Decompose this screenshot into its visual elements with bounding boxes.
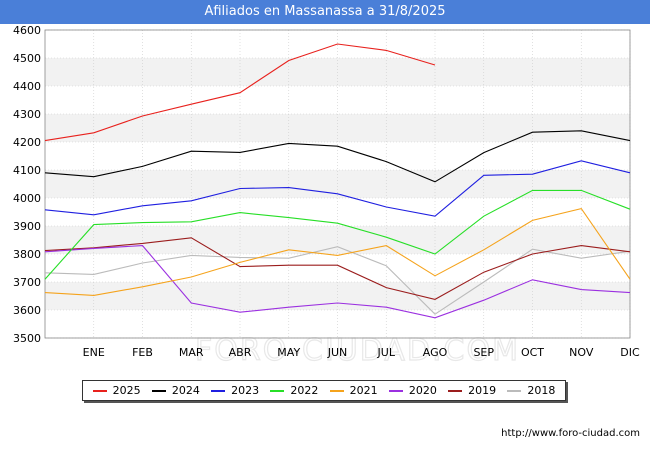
legend-label: 2020 <box>408 384 437 397</box>
x-tick-label: ABR <box>229 346 252 359</box>
y-tick-label: 4500 <box>13 52 41 65</box>
x-tick-label: ENE <box>83 346 105 359</box>
y-tick-label: 3900 <box>13 220 41 233</box>
y-tick-label: 3600 <box>13 304 41 317</box>
legend-swatch <box>448 389 463 392</box>
x-tick-label: DIC <box>620 346 640 359</box>
legend-label: 2025 <box>112 384 141 397</box>
series-line-2023 <box>44 160 631 217</box>
legend-item-2023: 2023 <box>211 384 259 397</box>
legend-item-2025: 2025 <box>92 384 141 397</box>
y-tick-label: 4200 <box>13 136 41 149</box>
y-tick-label: 3500 <box>13 332 41 345</box>
y-tick-label: 4000 <box>13 192 41 205</box>
series-line-2020 <box>44 245 631 319</box>
series-line-2022 <box>44 189 631 280</box>
legend-item-2020: 2020 <box>388 384 437 397</box>
x-tick-label: SEP <box>473 346 494 359</box>
legend-label: 2023 <box>231 384 260 397</box>
legend-swatch <box>507 389 522 392</box>
series-line-2018 <box>44 246 631 315</box>
legend-label: 2024 <box>171 384 200 397</box>
x-tick-label: JUN <box>327 346 348 359</box>
legend-swatch <box>211 389 226 392</box>
legend-swatch <box>151 389 166 392</box>
series-line-2019 <box>44 237 631 300</box>
footer-url: http://www.foro-ciudad.com <box>501 428 640 439</box>
y-tick-label: 3800 <box>13 248 41 261</box>
y-tick-label: 4600 <box>13 24 41 37</box>
watermark-text: FORO-CIUDAD.COM <box>195 333 520 368</box>
y-tick-label: 4100 <box>13 164 41 177</box>
series-line-2024 <box>44 130 631 183</box>
legend-swatch <box>329 389 344 392</box>
x-tick-label: OCT <box>521 346 544 359</box>
legend-label: 2019 <box>468 384 497 397</box>
chart-title: Afiliados en Massanassa a 31/8/2025 <box>0 0 650 24</box>
legend-item-2019: 2019 <box>448 384 496 397</box>
legend-item-2021: 2021 <box>329 384 378 397</box>
grid-band <box>45 282 630 310</box>
legend-label: 2022 <box>290 384 319 397</box>
grid-band <box>45 114 630 142</box>
x-tick-label: MAY <box>277 346 300 359</box>
legend-item-2024: 2024 <box>151 384 200 397</box>
y-tick-label: 4300 <box>13 108 41 121</box>
legend-swatch <box>270 389 285 392</box>
legend-swatch <box>388 389 403 392</box>
legend-label: 2021 <box>349 384 378 397</box>
x-tick-label: AGO <box>423 346 448 359</box>
legend-item-2018: 2018 <box>507 384 555 397</box>
chart-legend: 2025 2024 2023 2022 2021 2020 2019 2018 <box>82 380 566 401</box>
series-line-2021 <box>44 207 631 296</box>
y-tick-label: 3700 <box>13 276 41 289</box>
x-tick-label: FEB <box>132 346 153 359</box>
legend-swatch <box>92 389 107 392</box>
plot-frame <box>44 29 631 339</box>
x-tick-label: JUL <box>377 346 396 359</box>
legend-item-2022: 2022 <box>270 384 318 397</box>
x-tick-label: NOV <box>569 346 594 359</box>
x-tick-label: MAR <box>179 346 204 359</box>
legend-label: 2018 <box>527 384 556 397</box>
y-tick-label: 4400 <box>13 80 41 93</box>
series-line-2025 <box>44 43 436 142</box>
